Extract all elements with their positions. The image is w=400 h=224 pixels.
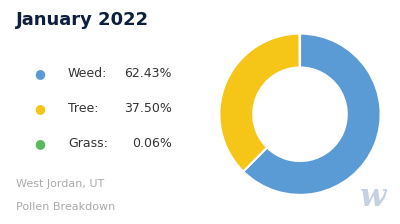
Text: Weed:: Weed:: [68, 67, 107, 80]
Text: 0.06%: 0.06%: [132, 137, 172, 150]
Wedge shape: [243, 34, 381, 195]
Text: Tree:: Tree:: [68, 102, 98, 115]
Text: ●: ●: [34, 67, 46, 80]
Text: ●: ●: [34, 137, 46, 150]
Text: Pollen Breakdown: Pollen Breakdown: [16, 202, 115, 212]
Text: January 2022: January 2022: [16, 11, 149, 29]
Text: 62.43%: 62.43%: [124, 67, 172, 80]
Wedge shape: [219, 34, 300, 172]
Text: w: w: [359, 182, 385, 213]
Text: West Jordan, UT: West Jordan, UT: [16, 179, 104, 189]
Text: Grass:: Grass:: [68, 137, 108, 150]
Text: 37.50%: 37.50%: [124, 102, 172, 115]
Text: ●: ●: [34, 102, 46, 115]
